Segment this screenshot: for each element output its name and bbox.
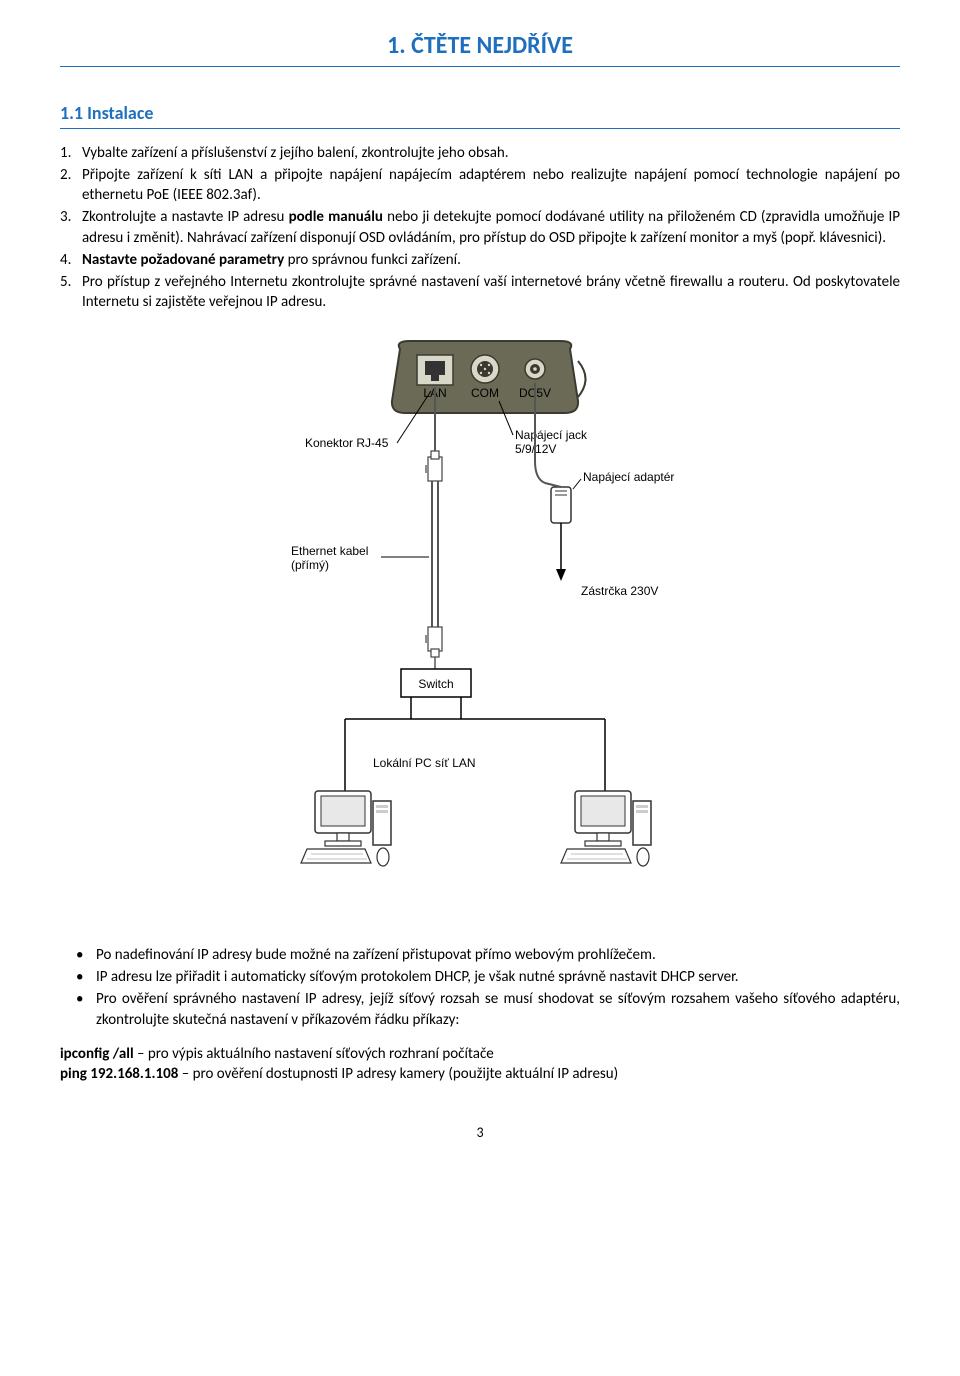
commands-block: ipconfig /all – pro výpis aktuálního nas…: [60, 1044, 900, 1085]
page-number: 3: [60, 1124, 900, 1143]
wiring-diagram: LAN COM DC5V Konektor RJ-45 Napájecí jac…: [60, 339, 900, 905]
command-line: ipconfig /all – pro výpis aktuálního nas…: [60, 1044, 900, 1064]
pc-left: [301, 791, 391, 866]
label-ethcable-l2: (přímý): [291, 558, 329, 572]
label-rj45: Konektor RJ-45: [305, 436, 389, 450]
section-heading-install: 1.1 Instalace: [60, 101, 900, 128]
power-adapter: [551, 487, 571, 523]
install-step: 5.Pro přístup z veřejného Internetu zkon…: [82, 272, 900, 313]
note-item: Pro ověření správného nastavení IP adres…: [96, 989, 900, 1030]
page-title: 1. ČTĚTE NEJDŘÍVE: [60, 30, 900, 67]
camera-device: LAN COM DC5V: [392, 341, 586, 413]
svg-text:COM: COM: [471, 386, 499, 400]
command-line: ping 192.168.1.108 – pro ověření dostupn…: [60, 1064, 900, 1084]
install-step: 3.Zkontrolujte a nastavte IP adresu podl…: [82, 207, 900, 248]
pc-right: [561, 791, 651, 866]
label-lan: Lokální PC síť LAN: [373, 756, 476, 770]
label-switch: Switch: [418, 677, 453, 691]
install-step: 2.Připojte zařízení k síti LAN a připojt…: [82, 165, 900, 206]
install-steps-list: 1.Vybalte zařízení a příslušenství z jej…: [60, 143, 900, 313]
note-item: IP adresu lze přiřadit i automaticky síť…: [96, 967, 900, 987]
install-step: 4.Nastavte požadované parametry pro sprá…: [82, 250, 900, 270]
label-ethcable-l1: Ethernet kabel: [291, 544, 368, 558]
notes-list: Po nadefinování IP adresy bude možné na …: [60, 945, 900, 1030]
label-power-jack-l1: Napájecí jack: [515, 428, 588, 442]
note-item: Po nadefinování IP adresy bude možné na …: [96, 945, 900, 965]
install-step: 1.Vybalte zařízení a příslušenství z jej…: [82, 143, 900, 163]
ethernet-cable: [426, 451, 442, 669]
label-plug: Zástrčka 230V: [581, 584, 658, 598]
label-adapter: Napájecí adaptér: [583, 470, 674, 484]
